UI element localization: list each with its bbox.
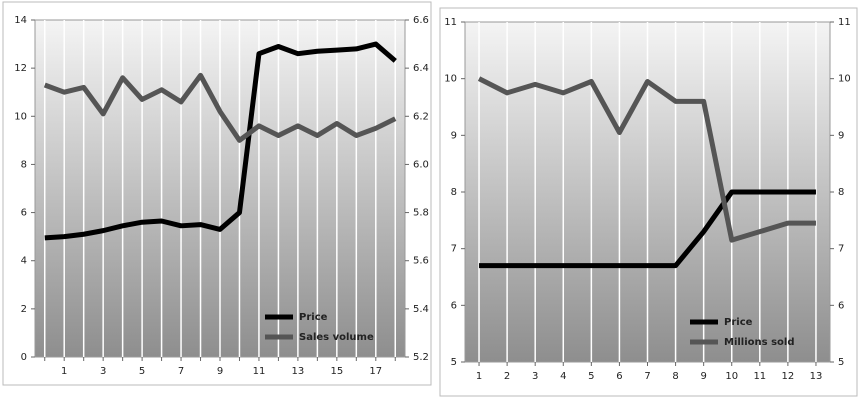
x-tick-label: 8 [672, 371, 678, 382]
y-tick-label: 10 [444, 74, 457, 85]
y2-tick-label: 5.6 [413, 256, 429, 267]
series-line [44, 41, 397, 241]
y-tick-label: 8 [21, 159, 27, 170]
y2-tick-label: 6.0 [413, 159, 429, 170]
y-tick-label: 5 [451, 357, 457, 368]
y2-tick-label: 9 [838, 130, 844, 141]
legend-label: Millions sold [724, 337, 795, 348]
y2-tick-label: 5.4 [413, 304, 429, 315]
x-tick-label: 9 [700, 371, 706, 382]
y2-tick-label: 6 [838, 300, 844, 311]
x-tick-label: 13 [810, 371, 823, 382]
y2-tick-label: 6.4 [413, 63, 429, 74]
x-tick-label: 5 [588, 371, 594, 382]
x-tick-label: 1 [476, 371, 482, 382]
x-tick-label: 15 [330, 366, 343, 377]
x-tick-label: 3 [532, 371, 538, 382]
x-tick-label: 2 [504, 371, 510, 382]
y2-tick-label: 11 [838, 17, 851, 28]
y-tick-label: 9 [451, 130, 457, 141]
legend-label: Price [299, 312, 328, 323]
y-tick-label: 12 [14, 63, 27, 74]
y-tick-label: 10 [14, 111, 27, 122]
y2-tick-label: 6.6 [413, 15, 429, 26]
y-tick-label: 4 [21, 256, 27, 267]
x-tick-label: 3 [100, 366, 106, 377]
series-line [43, 72, 397, 143]
series-line [477, 76, 816, 243]
y2-tick-label: 5.2 [413, 352, 429, 363]
x-tick-label: 7 [644, 371, 650, 382]
y-tick-label: 7 [451, 244, 457, 255]
y-tick-label: 6 [451, 300, 457, 311]
series-line [479, 189, 816, 269]
y2-tick-label: 6.2 [413, 111, 429, 122]
y-tick-label: 2 [21, 304, 27, 315]
x-tick-label: 7 [178, 366, 184, 377]
x-tick-label: 17 [369, 366, 382, 377]
x-tick-label: 13 [292, 366, 305, 377]
y-tick-label: 11 [444, 17, 457, 28]
x-tick-label: 1 [61, 366, 67, 377]
y2-tick-label: 10 [838, 74, 851, 85]
y2-tick-label: 8 [838, 187, 844, 198]
x-tick-label: 4 [560, 371, 566, 382]
y-tick-label: 14 [14, 15, 27, 26]
x-tick-label: 11 [253, 366, 266, 377]
y2-tick-label: 5 [838, 357, 844, 368]
y-tick-label: 6 [21, 208, 27, 219]
x-tick-label: 9 [217, 366, 223, 377]
x-tick-label: 10 [725, 371, 738, 382]
x-tick-label: 12 [782, 371, 795, 382]
legend-label: Sales volume [299, 332, 374, 343]
x-tick-label: 11 [753, 371, 766, 382]
y-tick-label: 0 [21, 352, 27, 363]
y2-tick-label: 7 [838, 244, 844, 255]
y-tick-label: 8 [451, 187, 457, 198]
y2-tick-label: 5.8 [413, 208, 429, 219]
x-tick-label: 5 [139, 366, 145, 377]
legend-label: Price [724, 317, 753, 328]
x-tick-label: 6 [616, 371, 622, 382]
